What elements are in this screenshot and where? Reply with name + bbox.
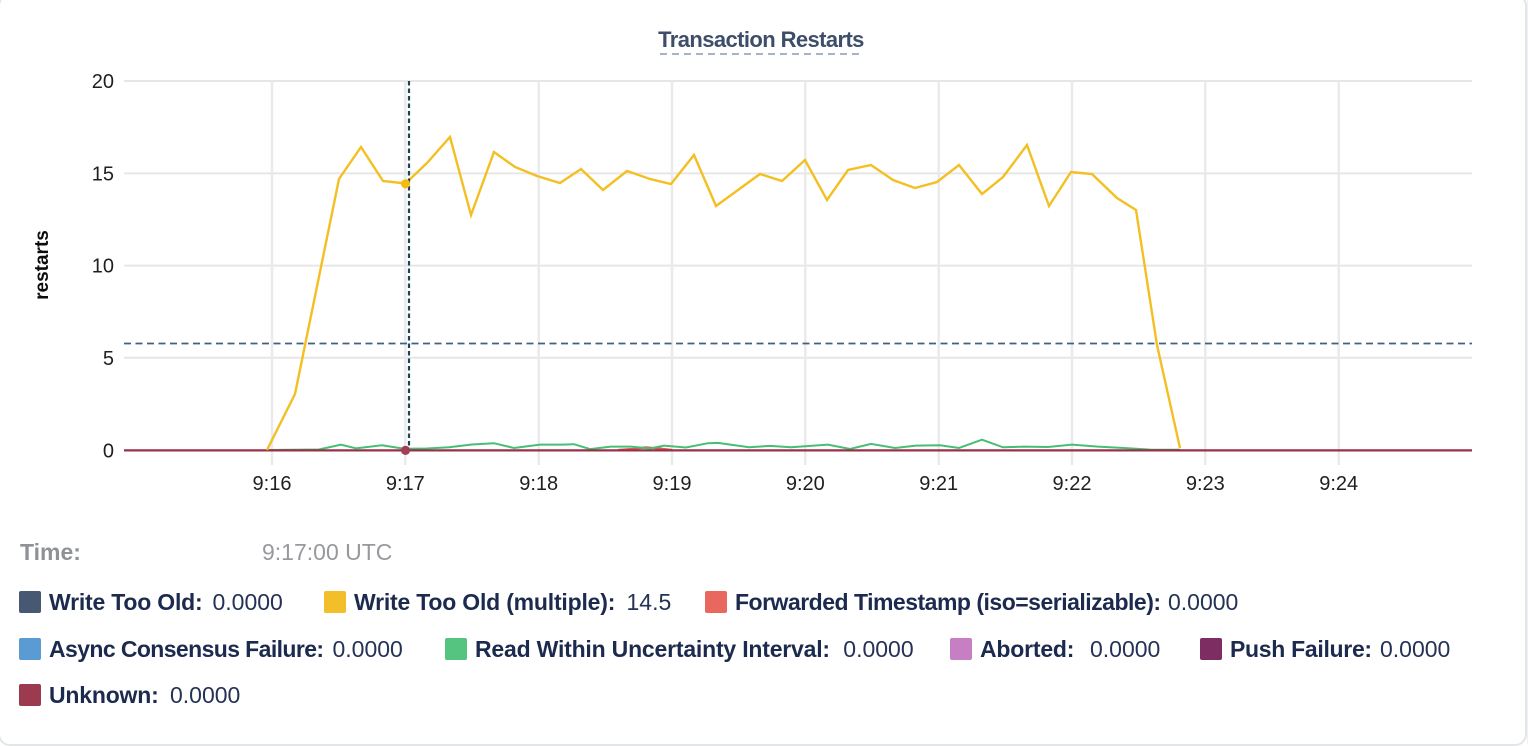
svg-text:9:16: 9:16 [253,473,292,495]
svg-text:9:20: 9:20 [786,473,825,495]
svg-text:0: 0 [103,440,114,462]
svg-text:9:17: 9:17 [386,473,425,495]
svg-text:10: 10 [92,256,114,278]
svg-text:9:21: 9:21 [919,473,958,495]
svg-text:5: 5 [103,348,114,370]
svg-text:9:24: 9:24 [1319,473,1358,495]
svg-text:9:22: 9:22 [1053,473,1092,495]
svg-text:20: 20 [92,71,114,93]
svg-text:9:18: 9:18 [519,473,558,495]
svg-text:9:23: 9:23 [1186,473,1225,495]
svg-text:15: 15 [92,163,114,185]
svg-text:restarts: restarts [32,230,53,300]
svg-text:9:19: 9:19 [653,473,692,495]
